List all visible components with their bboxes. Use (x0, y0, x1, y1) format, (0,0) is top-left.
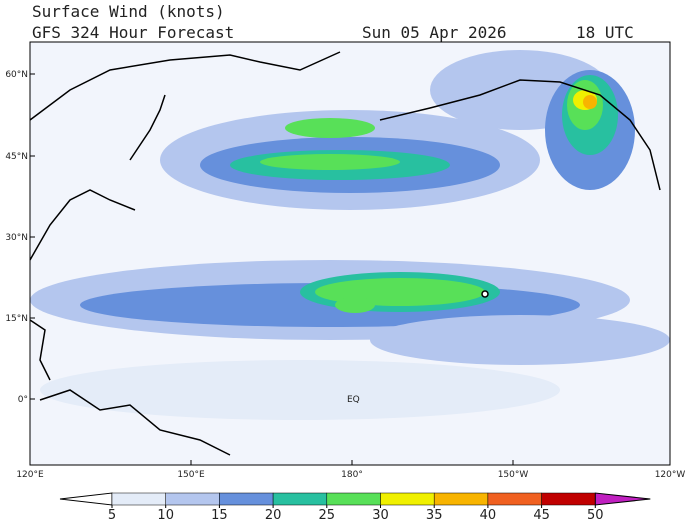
colorbar-tick-label: 50 (587, 508, 604, 523)
lat-label: 60°N (5, 70, 28, 80)
valid-time: 18 UTC (576, 23, 634, 42)
colorbar-segment (380, 492, 435, 506)
lat-label: 45°N (5, 152, 28, 162)
lat-label: 15°N (5, 314, 28, 324)
colorbar-segment (111, 492, 166, 506)
colorbar-segment (272, 492, 328, 506)
colorbar-tick-label: 10 (157, 508, 174, 523)
coastlines (29, 51, 661, 456)
title: Surface Wind (knots) (32, 2, 225, 21)
colorbar-segment (165, 492, 220, 506)
colorbar-segment (541, 492, 596, 506)
lon-label: 120°E (16, 470, 44, 480)
lat-label: 30°N (5, 233, 28, 243)
map-frame (29, 41, 671, 466)
colorbar-segment (487, 492, 542, 506)
lon-label: 150°W (498, 470, 529, 480)
lon-label: 120°W (655, 470, 686, 480)
colorbar-segment (326, 492, 381, 506)
colorbar-high (594, 492, 651, 506)
colorbar-tick-label: 35 (426, 508, 443, 523)
colorbar-low (59, 492, 113, 506)
colorbar-segment (433, 492, 489, 506)
colorbar-tick-label: 25 (319, 508, 336, 523)
colorbar-tick-label: 45 (533, 508, 550, 523)
colorbar-tick-label: 5 (108, 508, 116, 523)
lon-label: 180° (341, 470, 363, 480)
lat-label: 0° (18, 395, 28, 405)
colorbar-segment (219, 492, 274, 506)
equator-label: EQ (347, 395, 360, 405)
colorbar-tick-label: 40 (480, 508, 497, 523)
colorbar-tick-label: 15 (211, 508, 228, 523)
map-field (30, 42, 670, 465)
colorbar-tick-label: 30 (372, 508, 389, 523)
valid-date: Sun 05 Apr 2026 (362, 23, 507, 42)
colorbar-tick-label: 20 (265, 508, 282, 523)
lon-label: 150°E (177, 470, 205, 480)
subtitle: GFS 324 Hour Forecast (32, 23, 234, 42)
